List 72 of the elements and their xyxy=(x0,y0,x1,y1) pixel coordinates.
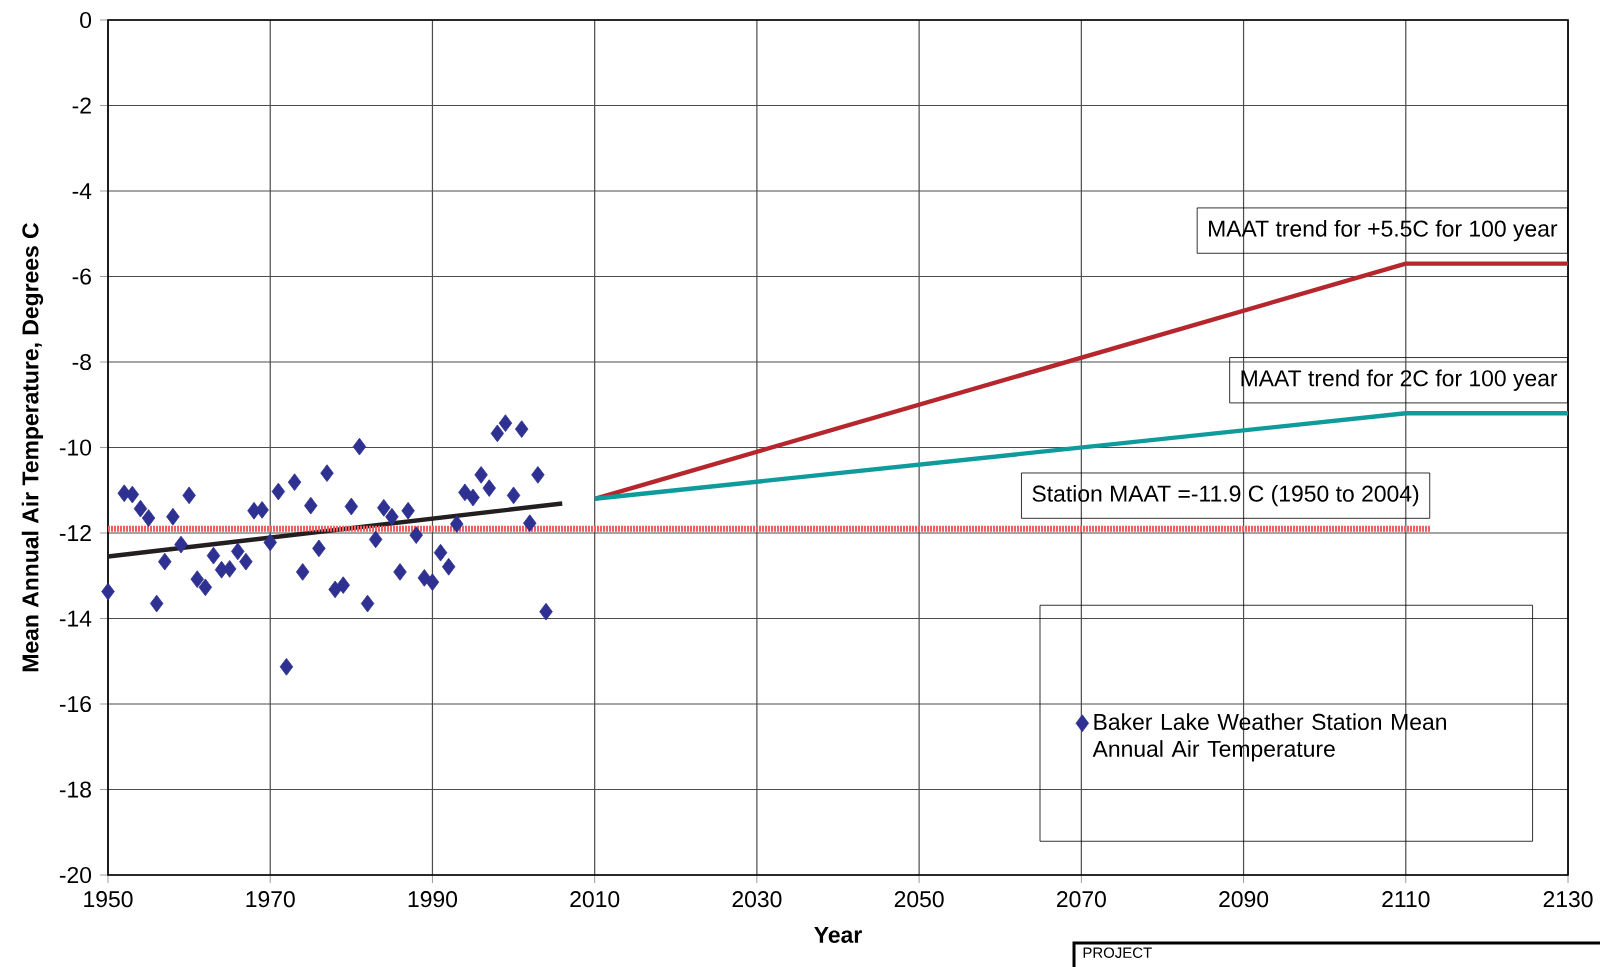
y-tick-label: -12 xyxy=(59,525,91,541)
y-tick-label: -8 xyxy=(72,353,91,371)
point xyxy=(263,533,277,552)
y-tick-label: -4 xyxy=(72,183,92,199)
x-tick-label: 2010 xyxy=(570,891,620,908)
x-tick-label: 1990 xyxy=(408,891,458,908)
point xyxy=(295,563,310,581)
point xyxy=(490,424,505,443)
point xyxy=(441,557,456,576)
point xyxy=(531,466,545,484)
point xyxy=(206,546,221,565)
point xyxy=(182,486,196,505)
x-tick-label: 2070 xyxy=(1057,891,1106,908)
point xyxy=(141,509,156,527)
point xyxy=(352,437,367,456)
point xyxy=(336,576,350,594)
y-tick-label: -16 xyxy=(59,695,91,713)
point xyxy=(393,563,407,581)
point xyxy=(368,530,383,549)
point xyxy=(385,507,399,526)
point xyxy=(482,479,496,497)
point xyxy=(514,420,529,438)
point xyxy=(466,488,480,507)
x-tick-label: 2090 xyxy=(1219,891,1269,908)
point xyxy=(125,485,140,504)
point xyxy=(409,526,423,544)
point xyxy=(344,497,359,516)
point xyxy=(450,515,464,533)
point xyxy=(539,602,553,621)
y-tick-label: -20 xyxy=(59,866,92,884)
point xyxy=(149,594,164,613)
point xyxy=(255,501,269,519)
point xyxy=(304,496,318,515)
point xyxy=(279,658,294,676)
point xyxy=(498,414,513,432)
point xyxy=(377,498,391,517)
x-tick-label: 2130 xyxy=(1543,891,1593,908)
point xyxy=(320,464,334,482)
point xyxy=(166,507,180,526)
point xyxy=(239,552,253,571)
x-axis-title: Year xyxy=(814,926,862,943)
point xyxy=(401,501,415,520)
x-tick-label: 1950 xyxy=(84,891,133,908)
x-tick-label: 1970 xyxy=(246,891,295,908)
point xyxy=(523,514,537,532)
point xyxy=(287,473,302,491)
y-tick-label: -6 xyxy=(72,268,91,285)
y-tick-label: 0 xyxy=(80,11,92,29)
text: PROJECT xyxy=(1083,947,1152,958)
x-tick-label: 2050 xyxy=(894,891,944,908)
point xyxy=(174,535,188,554)
point xyxy=(158,552,172,571)
y-tick-label: -2 xyxy=(72,97,91,114)
point xyxy=(133,499,148,518)
point xyxy=(198,578,213,597)
point xyxy=(433,543,448,562)
point xyxy=(506,486,521,505)
x-tick-label: 2110 xyxy=(1382,891,1430,908)
y-axis-title: Mean Annual Air Temperature, Degrees C xyxy=(21,223,44,672)
point xyxy=(360,594,375,613)
point xyxy=(458,483,472,502)
point xyxy=(101,582,115,601)
point xyxy=(312,539,326,558)
point xyxy=(425,573,440,591)
point xyxy=(271,482,286,501)
point xyxy=(474,466,488,484)
y-tick-label: -10 xyxy=(59,439,92,456)
y-tick-label: -18 xyxy=(59,781,91,798)
point xyxy=(231,542,245,561)
y-tick-label: -14 xyxy=(59,610,92,627)
x-tick-label: 2030 xyxy=(732,891,782,908)
point xyxy=(190,570,204,588)
